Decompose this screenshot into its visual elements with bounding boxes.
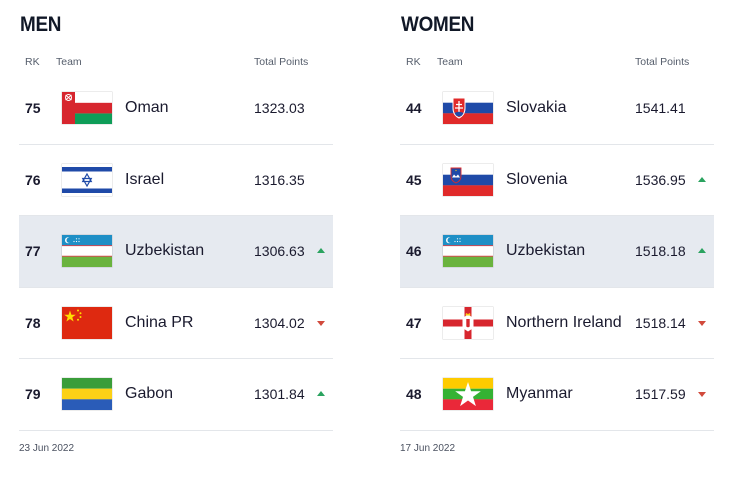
israel-flag-icon <box>62 163 112 196</box>
total-points: 1517.59 <box>635 386 686 403</box>
rank-up-icon <box>317 391 325 397</box>
team-name[interactable]: Oman <box>125 99 169 117</box>
rank-down-icon <box>698 320 706 326</box>
total-points: 1518.14 <box>635 314 686 331</box>
women-title: WOMEN <box>401 13 475 36</box>
myanmar-flag-icon <box>443 378 493 411</box>
rank-up-icon <box>698 176 706 182</box>
table-row[interactable]: 77 Uzbekistan 1306.63 <box>19 216 333 288</box>
rank-value: 47 <box>406 314 422 331</box>
table-row[interactable]: 46 Uzbekistan 1518.18 <box>400 216 714 288</box>
rank-value: 44 <box>406 100 422 117</box>
rank-up-icon <box>698 248 706 254</box>
total-points: 1304.02 <box>254 314 305 331</box>
total-points: 1323.03 <box>254 100 305 117</box>
rank-value: 48 <box>406 386 422 403</box>
men-team-header: Team <box>56 56 82 68</box>
rank-down-icon <box>317 320 325 326</box>
team-name[interactable]: Slovakia <box>506 99 567 117</box>
women-rank-header: RK <box>406 56 421 68</box>
table-row[interactable]: 75 Oman 1323.03 <box>19 73 333 145</box>
team-name[interactable]: Gabon <box>125 385 174 403</box>
men-title: MEN <box>20 13 62 36</box>
women-ranking-table: 44 Slovakia 1541.41 45 Slovenia 1536.95 … <box>400 73 714 431</box>
men-points-header: Total Points <box>254 56 309 68</box>
total-points: 1541.41 <box>635 100 686 117</box>
women-team-header: Team <box>437 56 463 68</box>
men-ranking-date: 23 Jun 2022 <box>19 443 75 454</box>
rank-up-icon <box>317 248 325 254</box>
uzbekistan-flag-icon <box>62 235 112 268</box>
total-points: 1301.84 <box>254 386 305 403</box>
oman-flag-icon <box>62 92 112 125</box>
table-row[interactable]: 76 Israel 1316.35 <box>19 145 333 216</box>
northern-ireland-flag-icon <box>443 306 493 339</box>
total-points: 1316.35 <box>254 171 305 188</box>
total-points: 1536.95 <box>635 171 686 188</box>
rank-value: 45 <box>406 171 422 188</box>
rank-value: 75 <box>25 100 41 117</box>
team-name[interactable]: Uzbekistan <box>506 242 586 260</box>
table-row[interactable]: 48 Myanmar 1517.59 <box>400 359 714 431</box>
uzbekistan-flag-icon <box>443 235 493 268</box>
team-name[interactable]: China PR <box>125 313 194 331</box>
men-ranking-table: 75 Oman 1323.03 76 Israel 1316.35 77 Uzb… <box>19 73 333 431</box>
rank-value: 76 <box>25 171 41 188</box>
women-ranking-date: 17 Jun 2022 <box>400 443 456 454</box>
rank-value: 78 <box>25 314 41 331</box>
team-name[interactable]: Israel <box>125 170 165 188</box>
table-row[interactable]: 79 Gabon 1301.84 <box>19 359 333 431</box>
slovakia-flag-icon <box>443 92 493 125</box>
table-row[interactable]: 47 Northern Ireland 1518.14 <box>400 288 714 359</box>
rank-value: 79 <box>25 386 41 403</box>
rank-value: 46 <box>406 243 422 260</box>
men-ranking-panel: MEN RK Team Total Points 75 Oman 1323.03… <box>19 0 333 480</box>
gabon-flag-icon <box>62 378 112 411</box>
rank-down-icon <box>698 392 706 398</box>
women-points-header: Total Points <box>635 56 690 68</box>
team-name[interactable]: Slovenia <box>506 170 568 188</box>
china-flag-icon <box>62 306 112 339</box>
team-name[interactable]: Northern Ireland <box>506 313 622 331</box>
men-rank-header: RK <box>25 56 40 68</box>
table-row[interactable]: 44 Slovakia 1541.41 <box>400 73 714 145</box>
slovenia-flag-icon <box>443 163 493 196</box>
total-points: 1518.18 <box>635 243 686 260</box>
table-row[interactable]: 45 Slovenia 1536.95 <box>400 145 714 216</box>
team-name[interactable]: Myanmar <box>506 385 573 403</box>
team-name[interactable]: Uzbekistan <box>125 242 205 260</box>
table-row[interactable]: 78 China PR 1304.02 <box>19 288 333 359</box>
total-points: 1306.63 <box>254 243 305 260</box>
women-ranking-panel: WOMEN RK Team Total Points 44 Slovakia 1… <box>400 0 714 480</box>
rank-value: 77 <box>25 243 41 260</box>
